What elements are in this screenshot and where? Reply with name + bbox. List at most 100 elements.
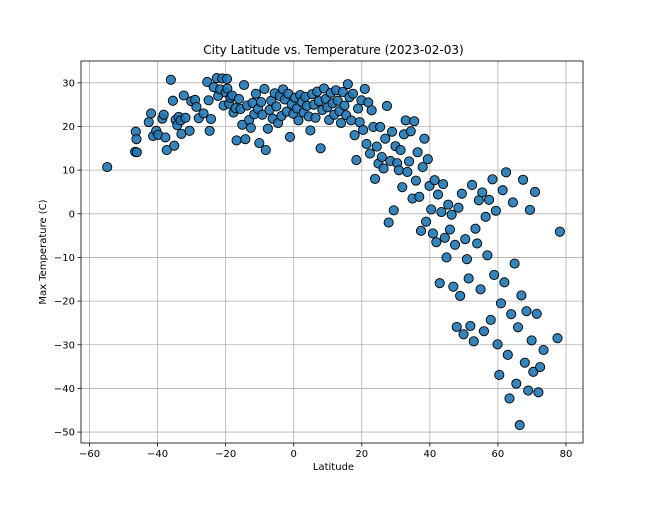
data-point: [461, 254, 472, 265]
x-tick-label: −40: [147, 449, 168, 460]
data-point: [456, 188, 467, 199]
data-point: [490, 205, 501, 216]
y-axis-label: Max Temperature (C): [38, 199, 49, 304]
data-point: [161, 145, 172, 156]
data-point: [475, 284, 486, 295]
data-point: [250, 88, 261, 99]
data-point: [375, 121, 386, 132]
data-point: [478, 326, 490, 337]
data-point: [305, 125, 316, 136]
axis-ticks: −60 −40 −20 0 20 40 60 80 −50 −40 −30 −20 −10 0 10 20 30: [54, 78, 572, 460]
data-point: [381, 100, 393, 112]
data-point: [524, 204, 535, 215]
plot-frame: [80, 60, 584, 444]
data-point: [455, 290, 466, 301]
data-point: [458, 329, 469, 340]
data-point: [167, 95, 178, 106]
data-point: [364, 148, 375, 159]
data-point: [441, 252, 452, 263]
data-point: [533, 387, 544, 398]
data-point: [231, 135, 242, 146]
data-point: [477, 187, 488, 198]
y-tick-label: 20: [62, 122, 75, 133]
data-point: [460, 234, 471, 245]
data-point: [449, 239, 461, 250]
data-point: [146, 108, 157, 119]
data-point: [202, 76, 213, 88]
data-point: [470, 223, 481, 234]
data-point: [429, 175, 440, 186]
data-point: [254, 138, 265, 149]
data-point: [482, 250, 493, 261]
data-point: [427, 228, 438, 239]
data-point: [337, 86, 348, 98]
data-point: [262, 123, 273, 134]
data-point: [238, 79, 250, 91]
data-point: [397, 182, 408, 193]
data-point: [388, 205, 399, 216]
data-point: [160, 132, 171, 143]
data-point: [178, 90, 189, 101]
data-point: [221, 73, 233, 84]
data-point: [432, 189, 444, 200]
y-tick-label: −40: [54, 384, 75, 395]
data-point: [472, 238, 483, 249]
y-tick-label: 0: [69, 209, 75, 220]
y-tick-label: −30: [54, 340, 75, 351]
data-point: [387, 126, 398, 137]
data-point: [504, 393, 515, 404]
data-point: [415, 225, 427, 236]
x-tick-label: 20: [355, 449, 368, 460]
data-point: [465, 320, 476, 332]
data-point: [421, 216, 432, 227]
data-point: [523, 385, 534, 396]
data-points: [102, 72, 565, 431]
data-point: [554, 226, 565, 237]
data-point: [131, 134, 142, 145]
data-point: [492, 339, 503, 350]
x-tick-label: 60: [492, 449, 505, 460]
x-tick-label: 80: [560, 449, 573, 460]
data-point: [538, 344, 549, 356]
data-point: [284, 131, 296, 143]
data-point: [487, 174, 498, 185]
x-tick-label: 40: [423, 449, 436, 460]
data-point: [484, 194, 495, 205]
data-point: [169, 140, 180, 151]
data-point: [499, 277, 510, 288]
data-point: [417, 162, 428, 173]
data-point: [451, 321, 462, 332]
data-point: [410, 175, 421, 186]
data-point: [409, 116, 420, 127]
data-point: [240, 134, 251, 145]
data-point: [521, 306, 532, 317]
data-point: [509, 258, 520, 269]
data-point: [495, 298, 507, 309]
x-tick-label: −60: [79, 449, 100, 460]
data-point: [438, 179, 449, 190]
data-point: [376, 151, 387, 163]
data-point: [346, 115, 357, 126]
data-point: [434, 278, 445, 289]
data-point: [439, 232, 450, 243]
data-point: [518, 174, 529, 185]
data-point: [222, 83, 233, 94]
data-point: [260, 145, 271, 156]
data-point: [519, 357, 530, 368]
data-point: [426, 204, 437, 215]
data-point: [203, 95, 214, 106]
data-point: [315, 143, 326, 154]
data-point: [349, 130, 360, 141]
data-point: [259, 83, 270, 94]
data-point: [310, 112, 321, 123]
data-point: [552, 333, 563, 344]
data-point: [501, 167, 512, 178]
data-point: [158, 109, 169, 120]
x-tick-label: 0: [291, 449, 297, 460]
data-point: [102, 162, 113, 173]
data-point: [405, 126, 416, 137]
data-point: [448, 281, 459, 292]
data-point: [378, 163, 389, 174]
data-point: [335, 117, 347, 129]
